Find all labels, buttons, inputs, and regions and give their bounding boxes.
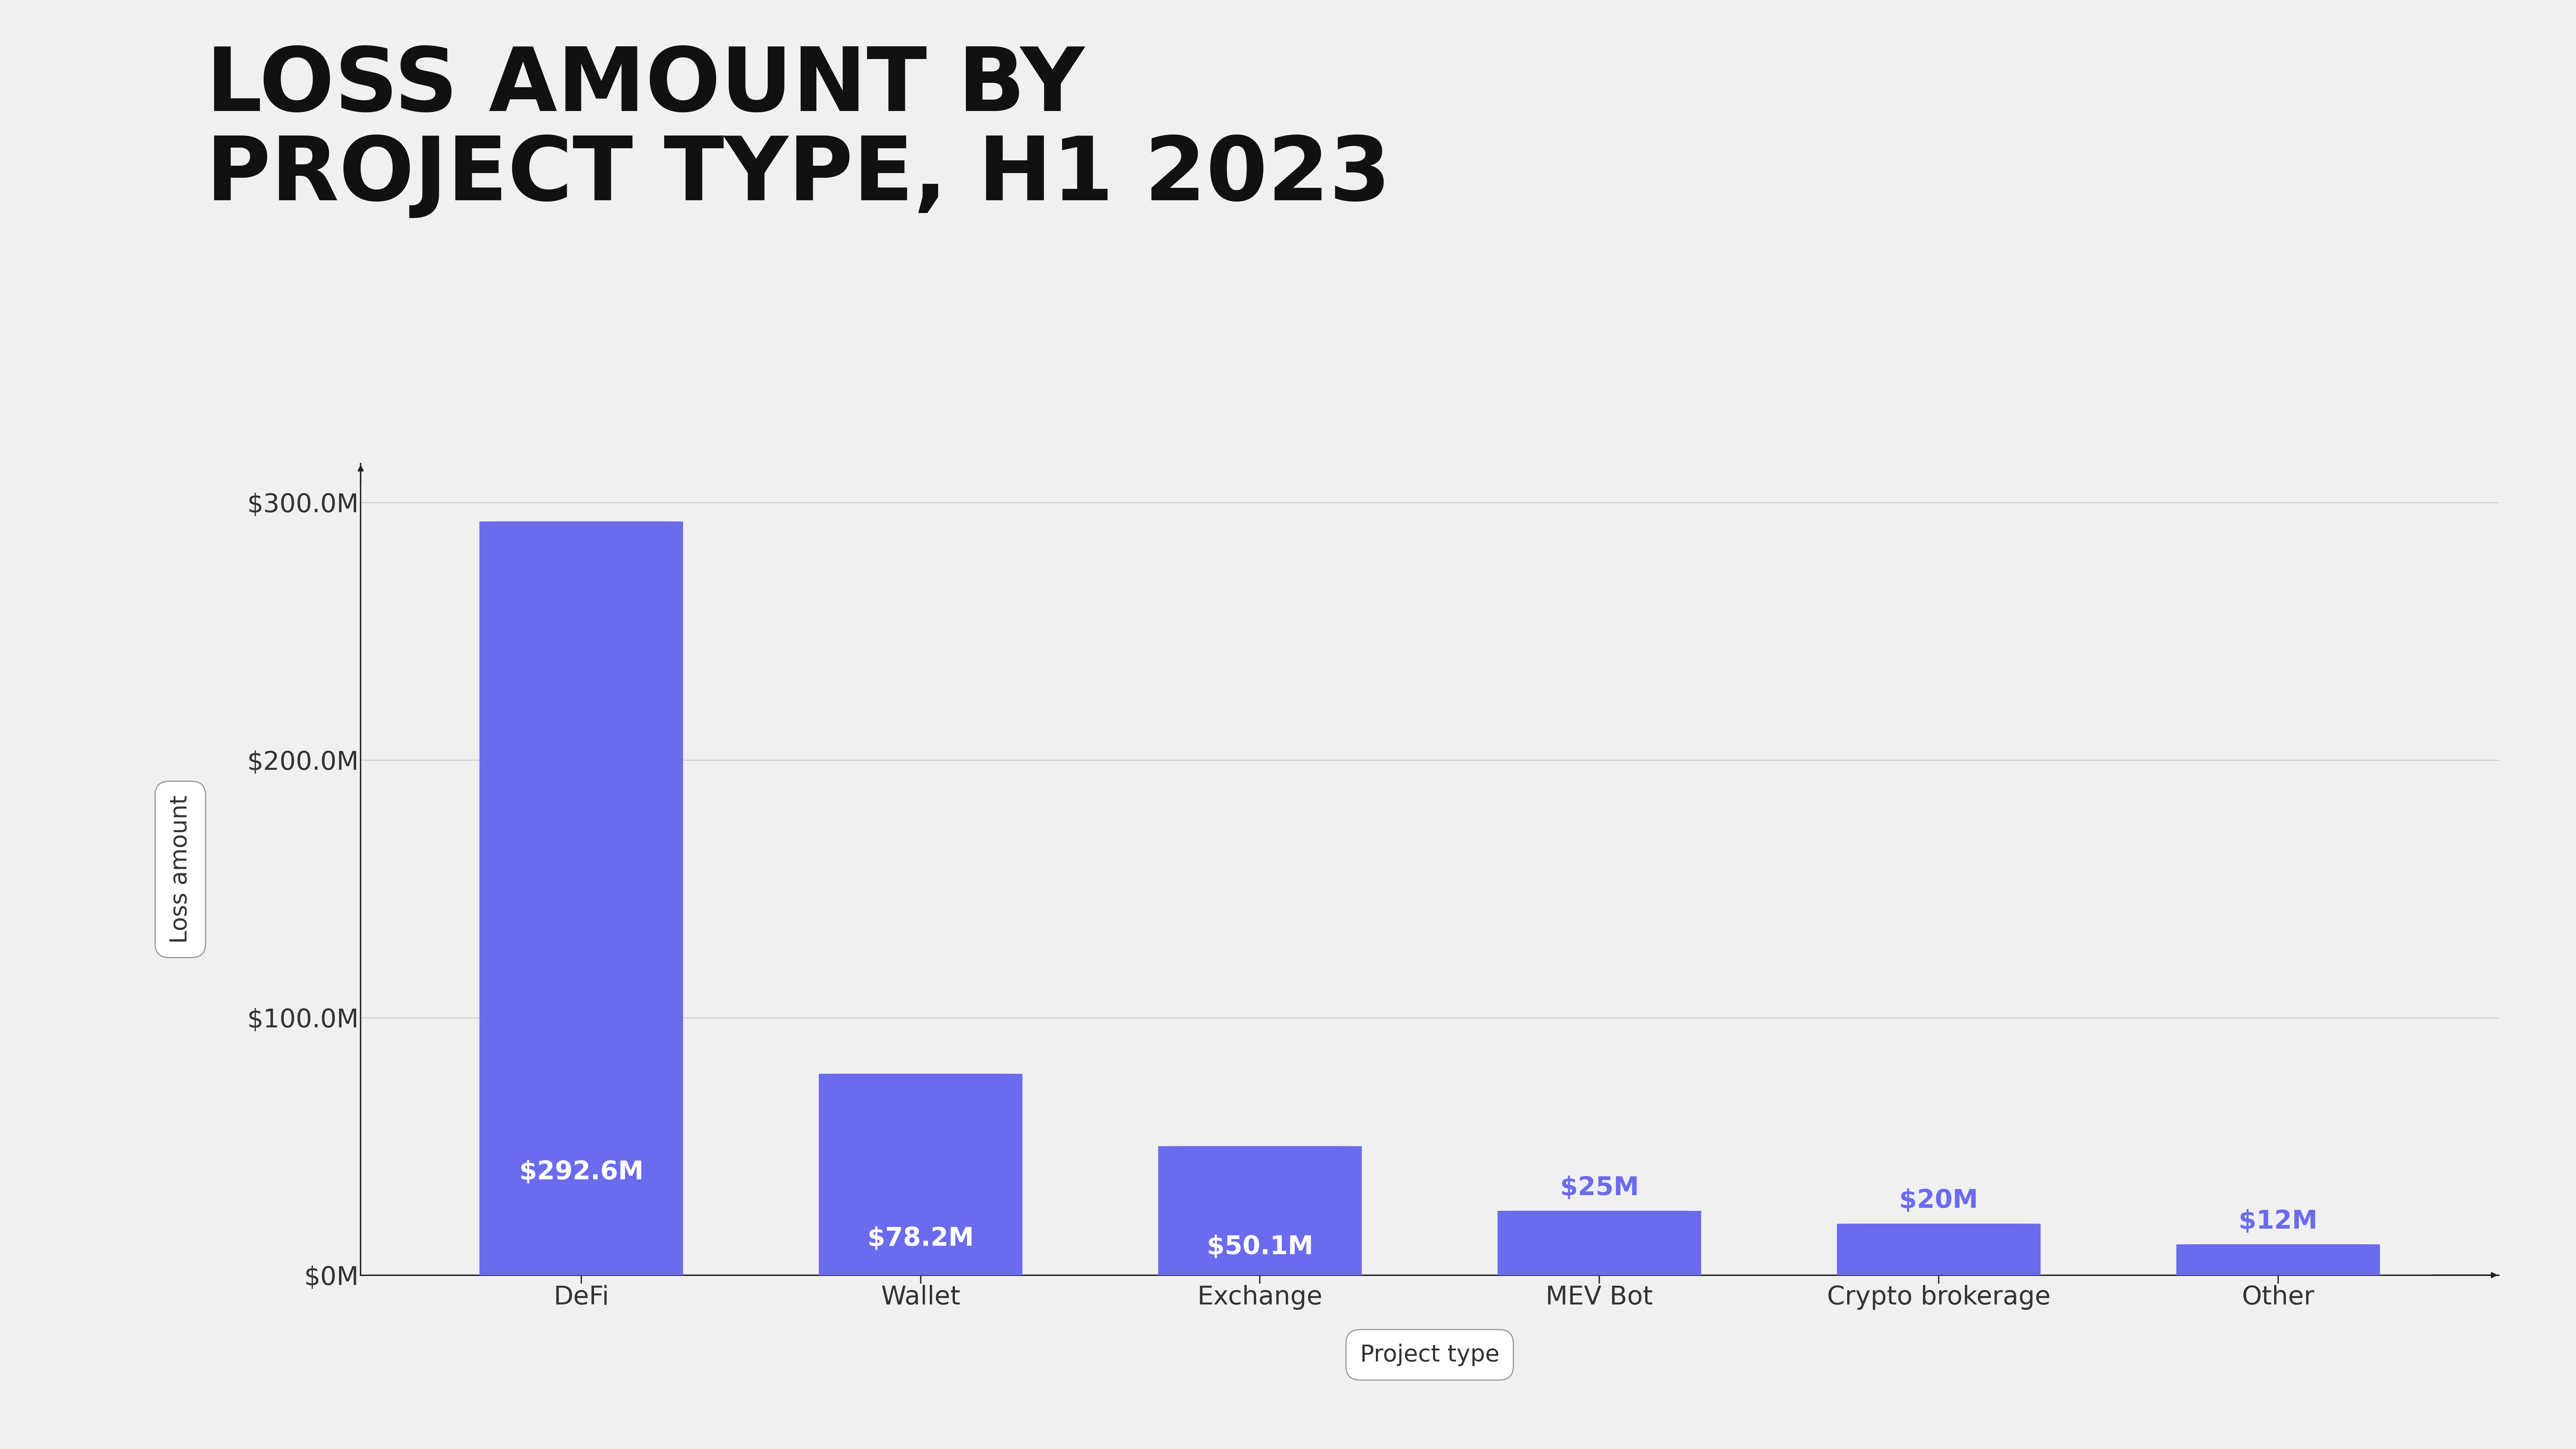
Text: $20M: $20M [1899, 1188, 1978, 1213]
FancyBboxPatch shape [2177, 1245, 2380, 1275]
Text: $12M: $12M [2239, 1208, 2318, 1235]
Text: Project type: Project type [1360, 1343, 1499, 1366]
FancyBboxPatch shape [1837, 1223, 2040, 1275]
Text: $25M: $25M [1561, 1175, 1638, 1200]
FancyBboxPatch shape [1497, 1211, 1700, 1275]
FancyBboxPatch shape [819, 1074, 1023, 1275]
FancyBboxPatch shape [479, 522, 683, 1275]
Text: $50.1M: $50.1M [1206, 1235, 1314, 1259]
Text: $292.6M: $292.6M [518, 1159, 644, 1185]
Text: Loss amount: Loss amount [170, 796, 191, 943]
Text: $78.2M: $78.2M [868, 1226, 974, 1250]
FancyBboxPatch shape [1159, 1146, 1363, 1275]
Text: LOSS AMOUNT BY
PROJECT TYPE, H1 2023: LOSS AMOUNT BY PROJECT TYPE, H1 2023 [206, 43, 1391, 219]
